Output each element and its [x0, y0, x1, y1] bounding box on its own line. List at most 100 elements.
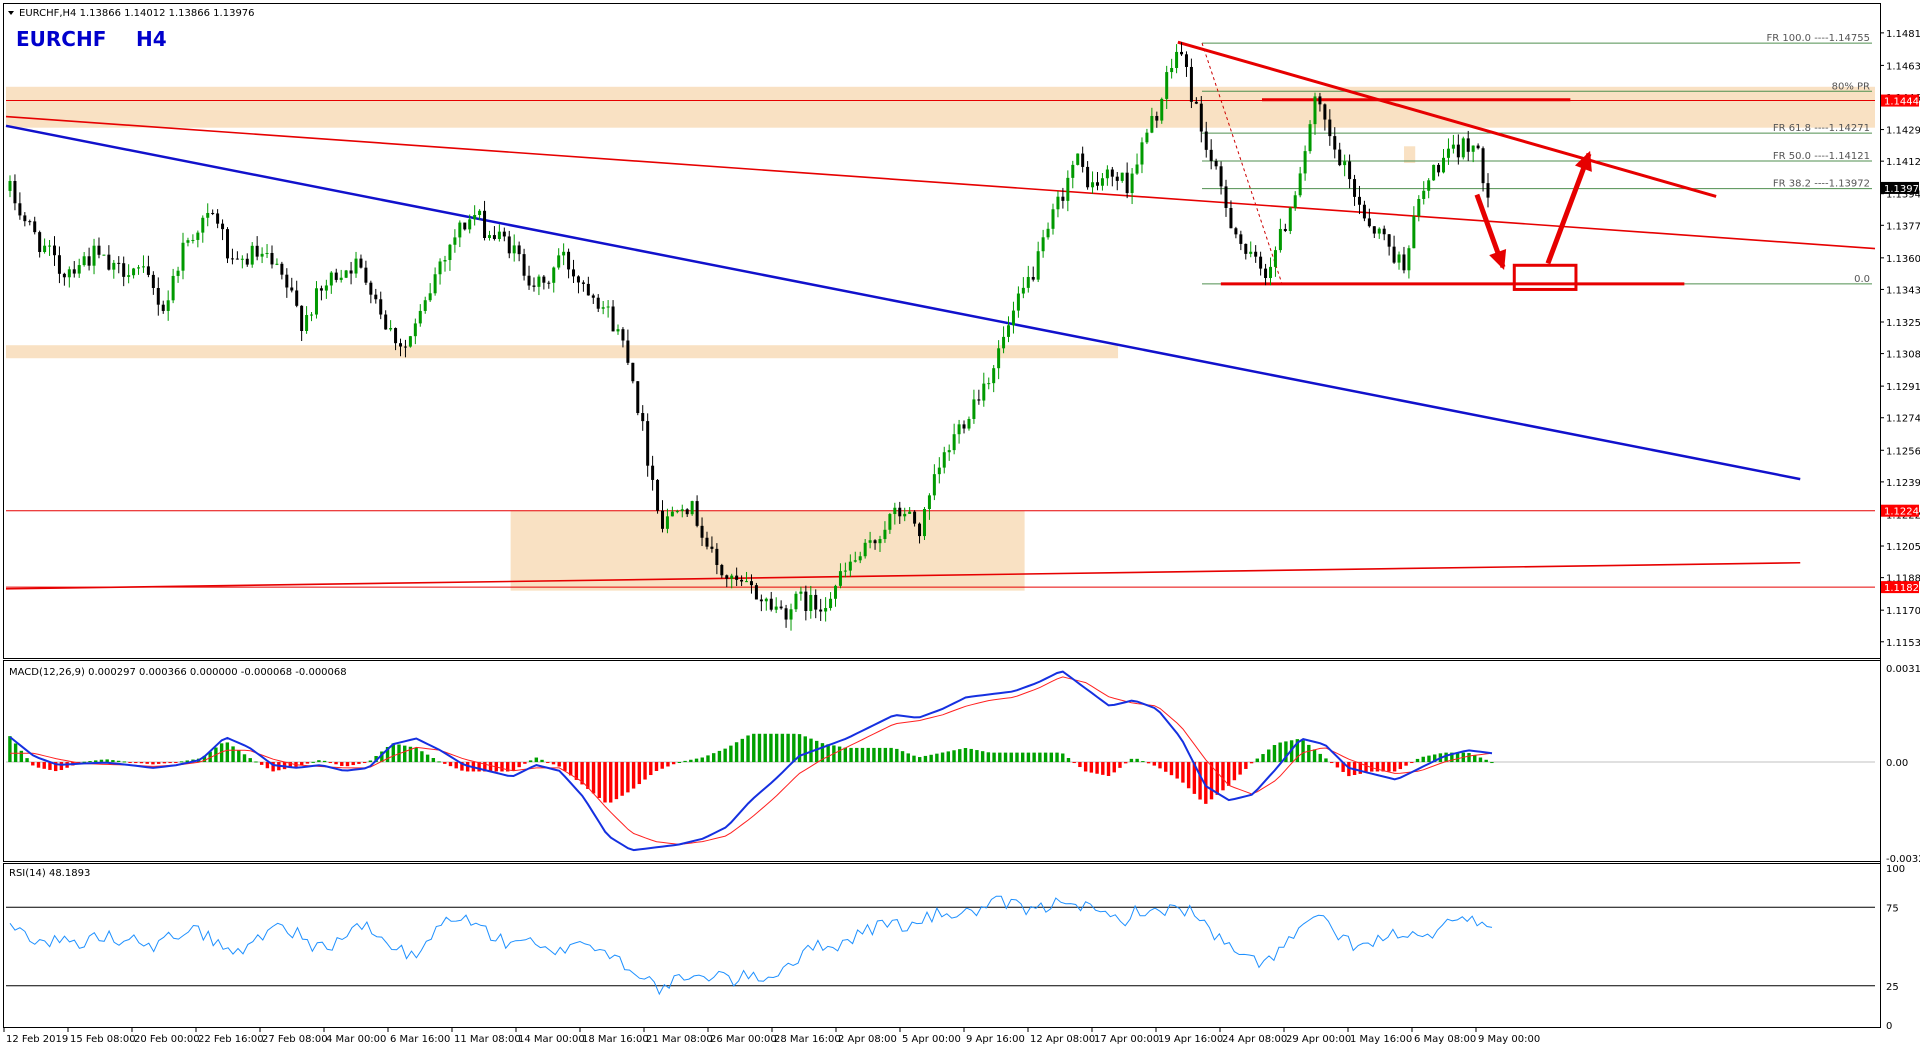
- price-tick-label: 1.14810: [1886, 29, 1920, 40]
- candle-body: [384, 314, 388, 330]
- price-tick-label: 1.11535: [1886, 638, 1920, 649]
- candle-body: [438, 261, 442, 275]
- macd-histogram-bar: [1450, 752, 1454, 763]
- macd-histogram-bar: [1467, 753, 1471, 763]
- macd-histogram-bar: [763, 733, 767, 763]
- price-tick-label: 1.12050: [1886, 542, 1920, 553]
- candle-body: [1031, 276, 1035, 280]
- candle-body: [13, 181, 17, 204]
- macd-histogram-bar: [1375, 762, 1380, 772]
- macd-histogram-bar: [923, 755, 928, 763]
- target-box: [1512, 263, 1578, 291]
- candle-body: [379, 299, 383, 315]
- candle-body: [1061, 196, 1065, 201]
- macd-histogram-bar: [986, 752, 991, 763]
- macd-histogram-bar: [488, 762, 493, 772]
- candle-body: [957, 424, 961, 435]
- candle-body: [117, 262, 121, 264]
- candle-body: [1234, 228, 1238, 235]
- macd-histogram-bar: [254, 761, 258, 763]
- candle-body: [819, 609, 823, 612]
- macd-histogram-bar: [391, 743, 395, 763]
- candle-body: [374, 294, 378, 300]
- candle-body: [255, 245, 259, 257]
- macd-histogram-bar: [425, 754, 430, 763]
- candle-body: [161, 304, 165, 311]
- macd-histogram-bar: [408, 746, 413, 763]
- macd-histogram-bar: [1078, 762, 1082, 768]
- candle-body: [987, 383, 991, 385]
- macd-histogram-bar: [540, 759, 544, 763]
- candle-body: [997, 348, 1001, 369]
- chart-menu-arrow-icon[interactable]: [8, 11, 14, 15]
- macd-histogram-bar: [689, 759, 693, 763]
- macd-histogram-bar: [105, 759, 109, 763]
- candle-body: [512, 245, 516, 254]
- macd-histogram-bar: [803, 736, 807, 763]
- candle-body: [1377, 228, 1381, 234]
- macd-histogram-bar: [8, 736, 12, 763]
- down-arrow-head: [1489, 249, 1507, 270]
- candle-body: [596, 297, 600, 309]
- candle-body: [1110, 169, 1114, 177]
- candle-body: [1086, 166, 1090, 188]
- candle-body: [922, 509, 926, 537]
- time-tick-label: 9 Apr 16:00: [966, 1034, 1025, 1045]
- candle-body: [1007, 325, 1011, 337]
- time-tick-label: 6 May 08:00: [1414, 1034, 1476, 1045]
- macd-histogram-bar: [328, 762, 333, 764]
- candle-body: [532, 285, 536, 287]
- candle-body: [92, 245, 96, 266]
- macd-histogram-bar: [1307, 744, 1311, 763]
- macd-histogram-bar: [1192, 762, 1197, 794]
- macd-histogram-bar: [116, 760, 121, 763]
- macd-main-line: [9, 670, 1493, 852]
- macd-histogram-bar: [271, 762, 275, 772]
- candle-body: [735, 575, 739, 580]
- macd-histogram-bar: [1261, 754, 1265, 763]
- candle-body: [982, 383, 986, 401]
- macd-histogram-bar: [174, 762, 178, 764]
- macd-tick-label: 0.00: [1886, 758, 1908, 769]
- candle-body: [616, 329, 620, 332]
- macd-histogram-bar: [889, 747, 893, 763]
- price-tag-label: 1.12240: [1884, 507, 1920, 518]
- fib-level-label-0: FR 100.0 ----1.14755: [1767, 33, 1870, 44]
- macd-histogram-bar: [431, 758, 436, 763]
- candle-body: [586, 283, 590, 296]
- candle-body: [903, 513, 907, 517]
- time-tick-label: 1 May 16:00: [1350, 1034, 1412, 1045]
- macd-histogram-bar: [179, 761, 184, 763]
- macd-tick-label: 0.003194: [1886, 664, 1920, 675]
- macd-histogram-bar: [626, 762, 630, 793]
- candle-body: [572, 269, 576, 277]
- candle-body: [537, 276, 541, 287]
- candle-body: [1184, 54, 1188, 67]
- macd-histogram-bar: [374, 756, 378, 763]
- candle-body: [1382, 228, 1386, 235]
- candle-body: [794, 593, 798, 610]
- candle-body: [1313, 96, 1317, 125]
- macd-histogram-bar: [1370, 762, 1374, 772]
- candle-body: [310, 314, 314, 316]
- macd-histogram-bar: [1329, 762, 1334, 764]
- candle-body: [838, 571, 842, 586]
- time-tick-label: 26 Mar 00:00: [710, 1034, 777, 1045]
- macd-histogram-bar: [59, 762, 64, 771]
- candle-body: [799, 591, 803, 594]
- macd-histogram-bar: [1135, 758, 1139, 763]
- macd-histogram-bar: [1066, 758, 1071, 763]
- macd-histogram-bar: [1272, 745, 1277, 763]
- macd-histogram-bar: [1198, 762, 1202, 800]
- macd-histogram-bar: [649, 762, 653, 776]
- macd-histogram-bar: [591, 762, 596, 794]
- candle-body: [483, 210, 487, 239]
- chart-info-line: EURCHF,H4 1.13866 1.14012 1.13866 1.1397…: [19, 8, 255, 19]
- candle-body: [191, 239, 195, 241]
- price-tick-label: 1.14635: [1886, 61, 1920, 72]
- macd-histogram-bar: [700, 757, 704, 763]
- rsi-line: [9, 895, 1493, 996]
